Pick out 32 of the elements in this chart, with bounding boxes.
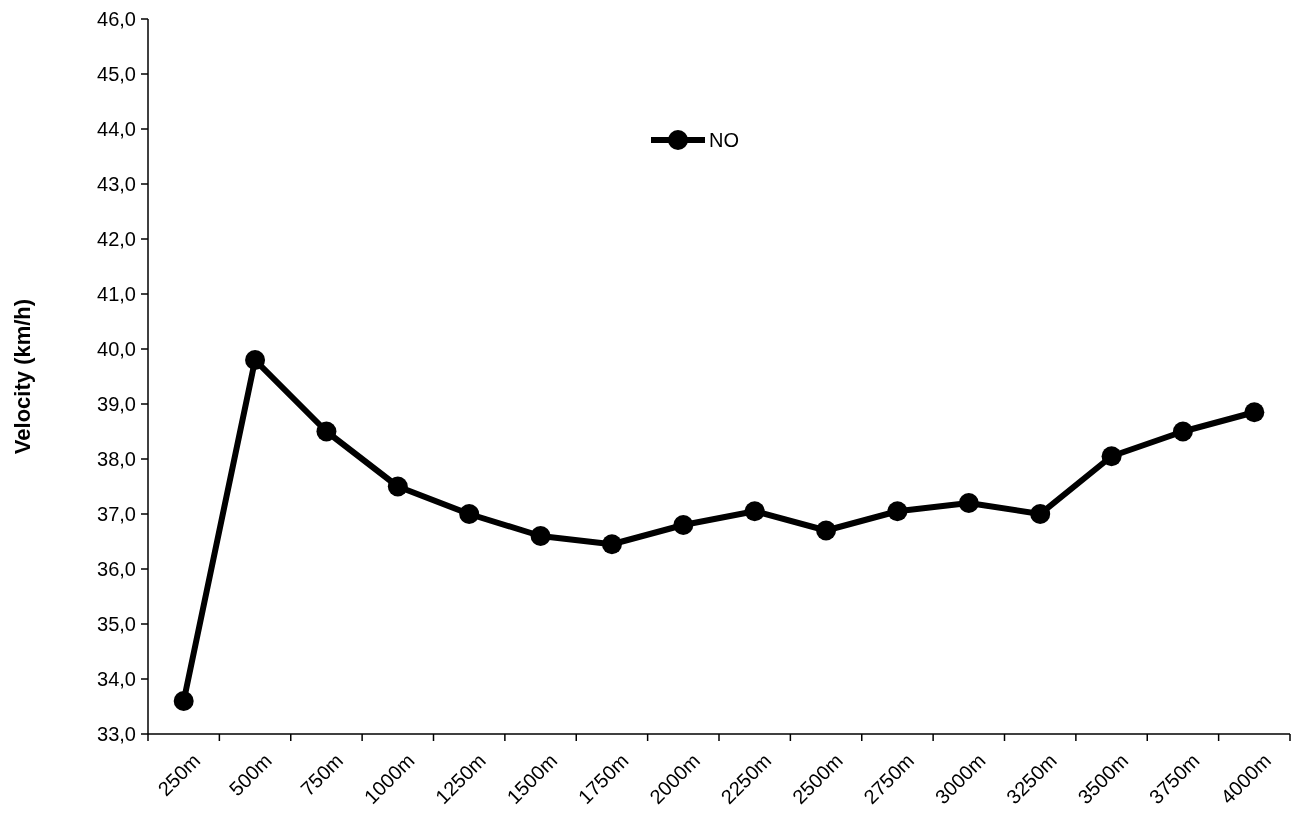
y-tick-label: 44,0 [97,118,136,140]
y-tick-label: 40,0 [97,338,136,360]
point [316,421,337,442]
point [744,501,765,522]
y-tick-label: 36,0 [97,558,136,580]
point [1030,504,1051,524]
point [173,691,194,711]
point [816,520,837,541]
point [387,476,408,497]
point [673,515,694,535]
y-tick-label: 46,0 [97,8,136,30]
legend-label: NO [709,129,739,151]
point [1244,402,1265,423]
point [887,501,908,522]
y-tick-label: 33,0 [97,723,136,745]
point [530,526,551,546]
y-tick-label: 45,0 [97,63,136,85]
y-tick-label: 35,0 [97,613,136,635]
y-tick-label: 38,0 [97,448,136,470]
y-axis-title: Velocity (km/h) [10,298,35,455]
point [459,504,480,524]
point [1172,421,1193,442]
point [601,534,622,555]
point [1101,446,1122,467]
y-tick-label: 42,0 [97,228,136,250]
y-tick-label: 39,0 [97,393,136,415]
y-tick-label: 43,0 [97,173,136,195]
y-tick-label: 34,0 [97,668,136,690]
y-tick-label: 41,0 [97,283,136,305]
y-tick-label: 37,0 [97,503,136,525]
point [958,493,979,513]
point [245,350,266,370]
